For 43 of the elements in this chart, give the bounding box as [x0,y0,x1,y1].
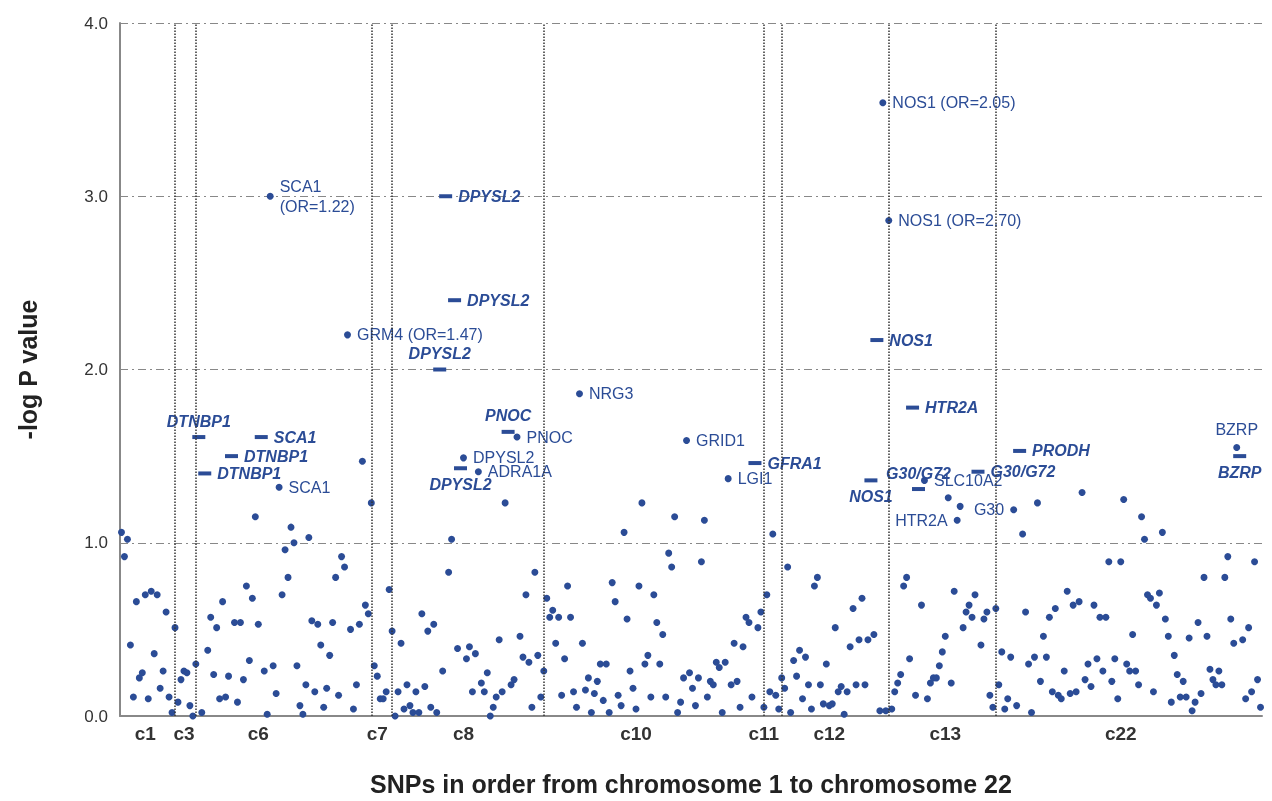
data-label: NOS1 [889,331,934,349]
data-label: HTR2A [925,399,979,417]
data-label: SCA1 (OR=1.22) [279,177,355,215]
data-label: BZRP [1217,463,1262,481]
x-axis-title: SNPs in order from chromosome 1 to chromosome 22 [370,769,1012,798]
x-tick-label: c13 [929,723,962,744]
x-tick-label: c1 [134,723,157,744]
data-label: DPYSL2 [467,291,530,309]
data-label: DTNBP1 [217,464,282,482]
data-label: DPYSL2 [458,187,521,205]
x-tick-label: c10 [620,723,652,744]
y-tick-label: 4.0 [84,13,108,33]
data-label: NOS1 (OR=2.70) [898,212,1022,230]
data-label: LGI1 [737,470,773,488]
y-tick-label: 2.0 [84,360,108,379]
data-label: GRID1 [696,432,746,450]
x-tick-label: c12 [813,723,846,744]
data-label: G30 [973,501,1005,519]
data-label: SCA1 [288,478,331,496]
x-tick-label: c22 [1104,723,1137,744]
data-label: SCA1 [273,428,317,446]
x-tick-label: c6 [247,723,269,744]
y-axis-title: -log P value [13,299,42,440]
data-label: NOS1 [849,487,893,505]
data-label: PNOC [526,428,573,446]
data-label: DTNBP1 [166,412,231,430]
x-tick-label: c7 [366,723,388,744]
x-tick-label: c11 [748,723,780,744]
data-label: GRM4 (OR=1.47) [357,326,483,344]
y-tick-label: 1.0 [84,533,108,553]
data-label: NOS1 (OR=2.05) [892,94,1016,112]
data-label: BZRP [1215,421,1259,439]
y-tick-label: 3.0 [84,186,108,206]
data-label: DPYSL2 [408,345,471,362]
data-label: PNOC [484,407,532,425]
data-label: GFRA1 [767,454,822,472]
data-label: PRODH [1032,442,1091,460]
data-label: DTNBP1 [244,447,309,465]
x-tick-label: c3 [173,723,195,744]
data-label: HTR2A [895,511,948,529]
x-tick-label: c8 [452,723,475,744]
y-tick-label: 0.0 [84,706,108,726]
data-label: NRG3 [588,385,634,403]
